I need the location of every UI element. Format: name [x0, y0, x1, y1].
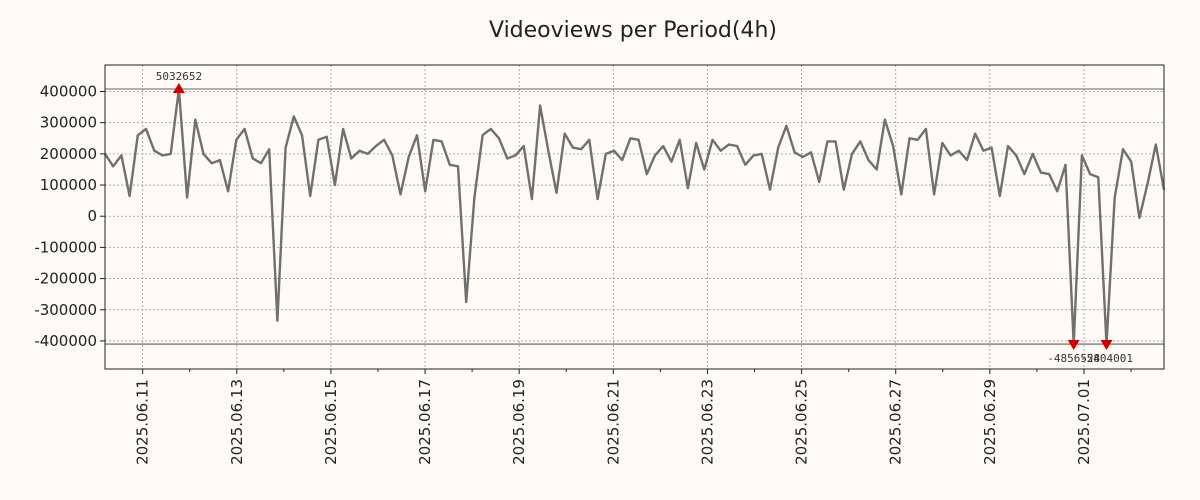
chart-title: Videoviews per Period(4h) [489, 18, 777, 43]
x-tick-label: 2025.06.13 [228, 379, 246, 465]
y-tick-label: -400000 [34, 332, 97, 350]
y-tick-label: -300000 [34, 301, 97, 319]
x-tick-label: 2025.06.21 [604, 379, 622, 465]
y-tick-label: -200000 [34, 270, 97, 288]
y-tick-label: 200000 [40, 145, 97, 163]
x-tick-label: 2025.06.25 [793, 379, 811, 465]
series-layer [103, 87, 1166, 346]
annotation-markers: 5032652 -4856528-5404001 [156, 70, 1133, 365]
x-tick-label: 2025.06.17 [416, 379, 434, 465]
annotation-label: -4856528 [1047, 352, 1100, 365]
x-tick-label: 2025.07.01 [1075, 379, 1093, 465]
x-tick-label: 2025.06.11 [134, 379, 152, 465]
plot-frame [104, 64, 1165, 370]
y-axis: -400000 -300000 -200000 -100000 0 100000 20000… [34, 83, 105, 350]
annotation-label: -5404001 [1080, 352, 1133, 365]
annotation-marker [1067, 340, 1080, 351]
annotation-marker [1100, 340, 1113, 351]
y-tick-label: -100000 [34, 238, 97, 256]
x-tick-label: 2025.06.15 [322, 379, 340, 465]
series-line-videoviews [103, 87, 1166, 346]
annotation-marker [172, 83, 185, 94]
y-tick-label: 400000 [40, 83, 97, 101]
y-tick-label: 300000 [40, 114, 97, 132]
x-tick-label: 2025.06.27 [887, 379, 905, 465]
x-axis: 2025.06.11 2025.06.13 2025.06.15 2025.06.17… [134, 369, 1132, 465]
y-tick-label: 0 [87, 207, 97, 225]
y-tick-label: 100000 [40, 176, 97, 194]
x-tick-label: 2025.06.19 [510, 379, 528, 465]
reference-lines [105, 88, 1164, 345]
annotation-label: 5032652 [156, 70, 202, 83]
x-tick-label: 2025.06.29 [981, 379, 999, 465]
x-tick-label: 2025.06.23 [698, 379, 716, 465]
grid-layer [105, 65, 1164, 369]
